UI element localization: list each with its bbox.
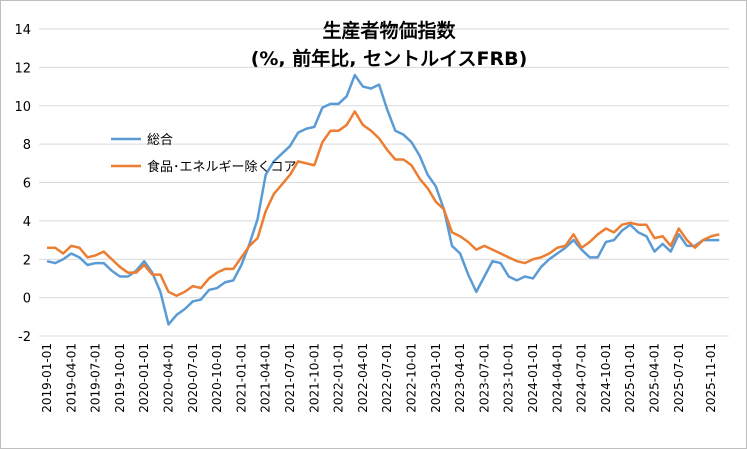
x-tick-label: 2025-04-01 (648, 343, 662, 413)
y-tick-label: -2 (18, 330, 31, 345)
x-tick-label: 2025-11-01 (704, 343, 718, 413)
x-tick-label: 2022-10-01 (405, 343, 419, 413)
x-tick-label: 2024-07-01 (575, 343, 589, 413)
x-tick-label: 2024-01-01 (526, 343, 540, 413)
x-tick-label: 2020-01-01 (137, 343, 151, 413)
x-tick-label: 2022-07-01 (380, 343, 394, 413)
y-tick-label: 10 (14, 100, 31, 115)
chart-subtitle: (%, 前年比, セントルイスFRB) (251, 47, 528, 70)
y-tick-label: 0 (23, 292, 31, 307)
x-tick-label: 2021-10-01 (307, 343, 321, 413)
y-tick-label: 8 (23, 138, 31, 153)
y-tick-label: 4 (23, 215, 31, 230)
x-tick-label: 2020-07-01 (186, 343, 200, 413)
x-tick-label: 2019-04-01 (64, 343, 78, 413)
legend-label: 食品･エネルギー除くコア (147, 159, 297, 175)
series-line-1 (47, 110, 720, 297)
y-tick-label: 14 (14, 23, 31, 38)
y-tick-label: 6 (23, 177, 31, 192)
x-tick-label: 2025-07-01 (672, 343, 686, 413)
x-tick-label: 2025-01-01 (623, 343, 637, 413)
x-tick-label: 2019-07-01 (89, 343, 103, 413)
x-tick-label: 2021-04-01 (259, 343, 273, 413)
x-tick-label: 2021-01-01 (234, 343, 248, 413)
x-tick-label: 2022-01-01 (332, 343, 346, 413)
x-tick-label: 2024-04-01 (550, 343, 564, 413)
x-tick-label: 2023-10-01 (502, 343, 516, 413)
chart-title: 生産者物価指数 (322, 19, 456, 42)
x-tick-label: 2022-04-01 (356, 343, 370, 413)
series-line-0 (46, 73, 720, 326)
x-tick-label: 2023-01-01 (429, 343, 443, 413)
x-tick-label: 2020-04-01 (162, 343, 176, 413)
x-tick-label: 2019-01-01 (40, 343, 54, 413)
legend-label: 総合 (147, 133, 173, 148)
x-tick-label: 2019-10-01 (113, 343, 127, 413)
y-tick-label: 12 (14, 61, 31, 76)
x-tick-label: 2024-10-01 (599, 343, 613, 413)
x-tick-label: 2023-04-01 (453, 343, 467, 413)
x-tick-label: 2021-07-01 (283, 343, 297, 413)
x-tick-label: 2020-10-01 (210, 343, 224, 413)
x-tick-label: 2023-07-01 (477, 343, 491, 413)
y-tick-label: 2 (23, 253, 31, 268)
